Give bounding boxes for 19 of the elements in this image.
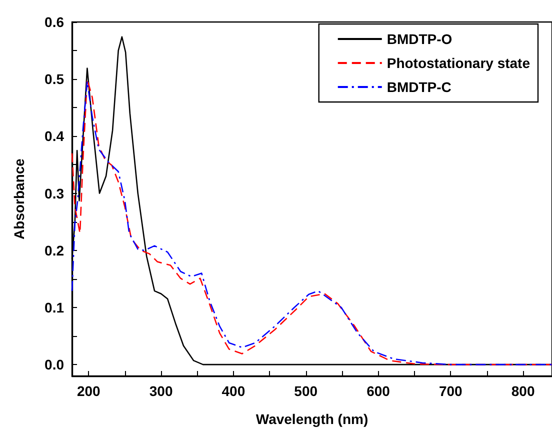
legend-label: BMDTP-O: [386, 31, 452, 47]
y-tick-label: 0.5: [44, 71, 64, 88]
x-tick-label: 800: [511, 383, 535, 399]
x-tick-label: 400: [222, 383, 246, 399]
y-tick-label: 0.0: [44, 356, 64, 373]
y-tick-label: 0.1: [44, 299, 64, 316]
x-tick-label: 200: [76, 383, 101, 399]
y-tick-label: 0.4: [44, 128, 64, 144]
y-tick-label: 0.6: [44, 14, 64, 30]
y-axis-title: Absorbance: [11, 158, 27, 240]
x-axis-title: Wavelength (nm): [256, 411, 368, 427]
x-tick-label: 700: [438, 383, 463, 399]
y-tick-label: 0.3: [44, 185, 64, 202]
x-tick-label: 300: [149, 383, 173, 399]
x-tick-label: 600: [366, 383, 390, 399]
legend-label: Photostationary state: [386, 55, 530, 71]
x-tick-label: 500: [294, 383, 318, 399]
legend-label: BMDTP-C: [386, 79, 452, 95]
y-tick-label: 0.2: [44, 242, 64, 258]
